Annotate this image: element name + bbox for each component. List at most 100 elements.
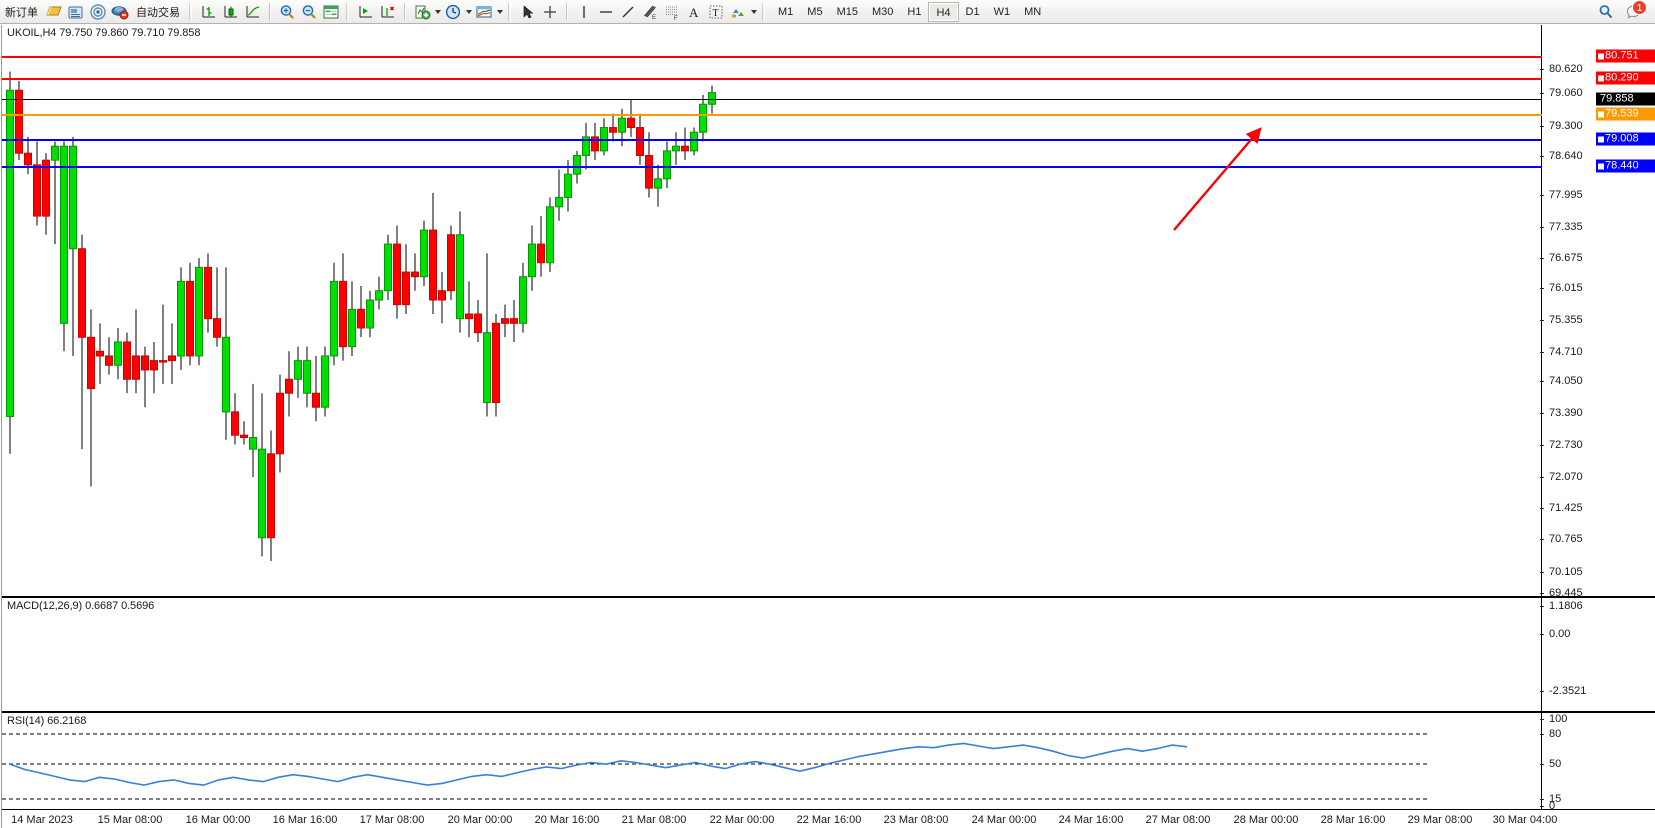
time-axis-label: 27 Mar 08:00	[1145, 814, 1211, 826]
cursor-icon[interactable]	[517, 1, 539, 23]
candlestick-chart-icon[interactable]	[220, 1, 242, 23]
toolbar-separator	[346, 2, 351, 21]
notifications-icon[interactable]: 1	[1623, 0, 1647, 23]
time-axis-label: 22 Mar 00:00	[709, 814, 775, 826]
line-chart-icon[interactable]	[242, 1, 264, 23]
trendline-icon[interactable]	[617, 1, 639, 23]
vertical-line-icon[interactable]	[573, 1, 595, 23]
price-tick-label: 70.765	[1549, 533, 1583, 545]
price-tick	[1540, 572, 1544, 573]
rsi-label: RSI(14) 66.2168	[7, 715, 87, 727]
svg-text:F: F	[674, 16, 678, 21]
level-handle[interactable]	[1598, 53, 1604, 59]
rsi-tick	[1540, 764, 1544, 765]
level-line-support-upper[interactable]	[2, 139, 1542, 141]
chevron-down-icon[interactable]	[433, 1, 442, 23]
fibonacci-icon[interactable]: F	[661, 1, 683, 23]
svg-text:T: T	[713, 8, 719, 19]
templates-icon[interactable]	[473, 1, 495, 23]
price-tick-label: 76.675	[1549, 252, 1583, 264]
timeframe-button-d1[interactable]: D1	[965, 5, 980, 18]
level-line-entry[interactable]	[2, 114, 1542, 116]
price-tick-label: 79.300	[1549, 120, 1583, 132]
level-price-tag-tp-lower[interactable]: 80.290	[1596, 71, 1655, 85]
data-window-icon[interactable]	[320, 1, 342, 23]
period-clock-icon[interactable]	[442, 1, 464, 23]
chart-vertical-scrollbar[interactable]	[0, 25, 3, 828]
level-handle[interactable]	[1598, 163, 1604, 169]
level-line-tp-upper[interactable]	[2, 56, 1542, 58]
timeframe-button-w1[interactable]: W1	[993, 5, 1011, 18]
auto-trading-label[interactable]: 自动交易	[136, 6, 180, 19]
svg-text:A: A	[689, 5, 699, 20]
macd-tick-label: -2.3521	[1549, 685, 1587, 697]
level-handle[interactable]	[1598, 136, 1604, 142]
timeframe-group: M1 M5 M15 M30 H1 H4 D1 W1 MN	[771, 0, 1048, 24]
chart-workspace[interactable]: UKOIL,H4 79.750 79.860 79.710 79.858 80.…	[0, 25, 1655, 828]
zoom-in-icon[interactable]	[276, 1, 298, 23]
chevron-down-icon[interactable]	[464, 1, 473, 23]
macd-tick-label: 1.1806	[1549, 600, 1583, 612]
time-axis-label: 28 Mar 16:00	[1320, 814, 1386, 826]
auto-scroll-icon[interactable]	[377, 1, 399, 23]
bar-chart-icon[interactable]	[198, 1, 220, 23]
level-line-last-price[interactable]	[2, 99, 1542, 100]
price-tick	[1540, 126, 1544, 127]
chevron-down-icon[interactable]	[495, 1, 504, 23]
price-tick	[1540, 413, 1544, 414]
crosshair-icon[interactable]	[539, 1, 561, 23]
level-price-tag-tp-upper[interactable]: 80.751	[1596, 49, 1655, 63]
price-tick	[1540, 156, 1544, 157]
new-order-button[interactable]: 新订单	[5, 6, 38, 19]
timeframe-button-m15[interactable]: M15	[836, 5, 858, 18]
level-price-tag-entry[interactable]: 79.539	[1596, 107, 1655, 121]
macd-plot[interactable]	[2, 598, 1655, 711]
signal-icon[interactable]	[87, 1, 109, 23]
price-plot[interactable]	[2, 25, 1655, 596]
level-price-tag-support-lower[interactable]: 78.440	[1596, 159, 1655, 173]
equidistant-channel-icon[interactable]: E	[639, 1, 661, 23]
level-handle[interactable]	[1598, 75, 1604, 81]
price-tick-label: 75.355	[1549, 314, 1583, 326]
horizontal-line-icon[interactable]	[595, 1, 617, 23]
level-line-support-lower[interactable]	[2, 166, 1542, 168]
zoom-out-icon[interactable]	[298, 1, 320, 23]
chevron-down-icon[interactable]	[749, 1, 758, 23]
timeframe-button-m1[interactable]: M1	[778, 5, 794, 18]
text-label-icon[interactable]: T	[705, 1, 727, 23]
rsi-plot[interactable]	[2, 713, 1655, 809]
autotrading-icon[interactable]	[109, 1, 131, 23]
timeframe-button-h1[interactable]: H1	[907, 5, 922, 18]
timeframe-button-m5[interactable]: M5	[807, 5, 823, 18]
shapes-icon[interactable]	[727, 1, 749, 23]
time-axis-label: 24 Mar 16:00	[1058, 814, 1124, 826]
time-axis-label: 16 Mar 16:00	[272, 814, 338, 826]
folder-icon[interactable]	[43, 1, 65, 23]
news-icon[interactable]	[65, 1, 87, 23]
rsi-tick-label: 80	[1549, 728, 1562, 740]
toolbar-separator	[189, 2, 194, 21]
add-indicator-icon[interactable]	[411, 1, 433, 23]
timeframe-button-mn[interactable]: MN	[1024, 5, 1042, 18]
search-icon[interactable]	[1595, 1, 1617, 23]
price-tick-label: 73.390	[1549, 407, 1583, 419]
macd-series	[2, 598, 1542, 711]
text-icon[interactable]: A	[683, 1, 705, 23]
level-handle[interactable]	[1598, 111, 1604, 117]
price-tick-label: 76.015	[1549, 282, 1583, 294]
price-tick	[1540, 477, 1544, 478]
rsi-tick-label: 50	[1549, 758, 1562, 770]
timeframe-button-h4[interactable]: H4	[928, 1, 959, 22]
level-line-tp-lower[interactable]	[2, 78, 1542, 80]
level-price-tag-last-price[interactable]: 79.858	[1596, 92, 1655, 106]
macd-pane[interactable]: MACD(12,26,9) 0.6687 0.5696 1.1806 0.00 -2…	[2, 597, 1655, 712]
rsi-pane[interactable]: RSI(14) 66.2168 100 80 50 15 0	[2, 712, 1655, 812]
price-pane[interactable]: UKOIL,H4 79.750 79.860 79.710 79.858 80.…	[2, 25, 1655, 599]
level-price-tag-support-upper[interactable]: 79.008	[1596, 132, 1655, 146]
macd-label: MACD(12,26,9) 0.6687 0.5696	[7, 600, 155, 612]
time-axis[interactable]: 14 Mar 2023 15 Mar 08:00 16 Mar 00:00 16 Ma…	[2, 810, 1655, 828]
shift-end-icon[interactable]	[355, 1, 377, 23]
price-tick	[1540, 288, 1544, 289]
price-tick-label: 70.105	[1549, 566, 1583, 578]
timeframe-button-m30[interactable]: M30	[871, 5, 894, 18]
